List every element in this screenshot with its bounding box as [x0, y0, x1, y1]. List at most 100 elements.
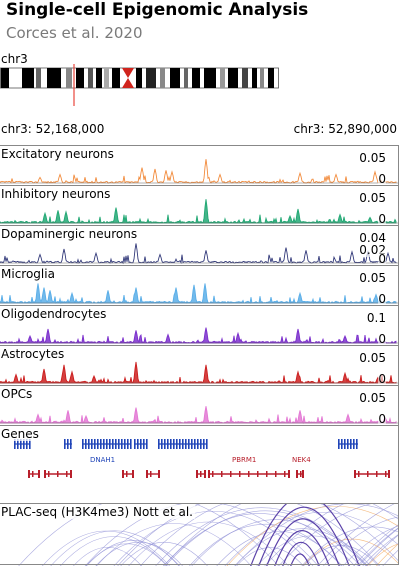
y-axis-tick-label: 0.05	[359, 151, 386, 165]
track-label: Genes	[1, 427, 41, 441]
ideogram-band	[228, 68, 238, 88]
y-axis-tick-label: 0	[378, 412, 386, 426]
track-label: OPCs	[1, 387, 34, 401]
track-label: Excitatory neurons	[1, 147, 116, 161]
ideogram-band	[192, 68, 200, 88]
signal-line	[0, 159, 396, 183]
ideogram-band	[76, 68, 84, 88]
exon	[100, 439, 102, 449]
exon	[130, 439, 132, 449]
exon	[146, 439, 148, 449]
chromosome-ideogram[interactable]	[0, 64, 400, 106]
y-axis-tick-label: 0	[378, 292, 386, 306]
signal-plot	[0, 266, 398, 306]
signal-plot	[0, 386, 398, 426]
y-axis-tick-label: 0.05	[359, 271, 386, 285]
ideogram-band	[66, 68, 72, 88]
exon	[347, 439, 349, 449]
exon	[344, 439, 346, 449]
plac-seq-track[interactable]: PLAC-seq (H3K4me3) Nott et al.	[0, 503, 398, 566]
gene-name-label: NEK4	[292, 456, 311, 464]
y-axis-tick-label: 0	[378, 332, 386, 346]
exon	[70, 439, 72, 449]
exon	[350, 439, 352, 449]
exon	[161, 439, 163, 449]
region-end-label: chr3: 52,890,000	[294, 122, 397, 136]
signal-line	[0, 199, 396, 223]
gene-annotation-plot: DNAH1 PBRM1 NEK4	[0, 426, 398, 504]
y-axis-tick-label: 0	[378, 172, 386, 186]
exon	[176, 439, 178, 449]
exon	[341, 439, 343, 449]
interaction-arc	[59, 537, 170, 566]
ideogram-band	[268, 68, 274, 88]
y-axis-tick-label: 0.1	[367, 311, 386, 325]
ideogram-band	[184, 68, 188, 88]
signal-line	[0, 283, 396, 303]
exon	[140, 439, 142, 449]
y-axis-tick-label: 0	[378, 372, 386, 386]
gene-name-label: DNAH1	[90, 456, 115, 464]
ideogram-band	[88, 68, 93, 88]
track-label: Oligodendrocytes	[1, 307, 108, 321]
exon	[121, 439, 123, 449]
exon	[134, 439, 136, 449]
exon	[97, 439, 99, 449]
ideogram-band	[104, 68, 109, 88]
ideogram-band	[22, 68, 34, 88]
interaction-arc	[290, 554, 310, 566]
exon	[118, 439, 120, 449]
exon	[191, 439, 193, 449]
signal-track-oligodendrocytes[interactable]: Oligodendrocytes 0.1 0	[0, 305, 398, 346]
ideogram-band	[1, 68, 9, 88]
y-axis-tick-label: 0.05	[359, 351, 386, 365]
signal-line	[0, 328, 396, 343]
exon	[94, 439, 96, 449]
ideogram-band	[47, 68, 61, 88]
ideogram-band	[112, 68, 120, 88]
exon	[127, 439, 129, 449]
ideogram-band	[36, 68, 41, 88]
signal-line	[0, 362, 396, 383]
ideogram-band	[136, 68, 142, 88]
signal-track-opcs[interactable]: OPCs 0.05 0	[0, 385, 398, 426]
exon	[91, 439, 93, 449]
signal-line	[0, 406, 396, 423]
exon	[353, 439, 355, 449]
exon	[103, 439, 105, 449]
page-title: Single-cell Epigenomic Analysis	[6, 0, 308, 20]
signal-track-astrocytes[interactable]: Astrocytes 0.05 0	[0, 345, 398, 386]
exon	[170, 439, 172, 449]
exon	[185, 439, 187, 449]
ideogram-band	[160, 68, 165, 88]
track-label: Astrocytes	[1, 347, 66, 361]
exon	[137, 439, 139, 449]
ideogram-band	[260, 68, 264, 88]
interaction-arc	[41, 531, 172, 566]
track-panel: Excitatory neurons 0.05 0 Inhibitory neuron…	[0, 145, 400, 565]
exon	[197, 439, 199, 449]
exon	[158, 439, 160, 449]
exon	[167, 439, 169, 449]
exon	[88, 439, 90, 449]
exon	[356, 439, 358, 449]
exon	[85, 439, 87, 449]
exon	[109, 439, 111, 449]
ideogram-band	[242, 68, 248, 88]
exon	[179, 439, 181, 449]
signal-track-excitatory-neurons[interactable]: Excitatory neurons 0.05 0	[0, 145, 398, 186]
exon	[200, 439, 202, 449]
ideogram-band	[252, 68, 257, 88]
y-axis-tick-label: 0	[378, 212, 386, 226]
y-axis-tick-label: 0.05	[359, 391, 386, 405]
exon	[106, 439, 108, 449]
page-subtitle: Corces et al. 2020	[6, 24, 143, 42]
track-label: Inhibitory neurons	[1, 187, 112, 201]
exon	[164, 439, 166, 449]
ideogram-band	[204, 68, 216, 88]
genes-track[interactable]: DNAH1 PBRM1 NEK4 Genes	[0, 425, 398, 504]
gene-name-label: PBRM1	[232, 456, 256, 464]
